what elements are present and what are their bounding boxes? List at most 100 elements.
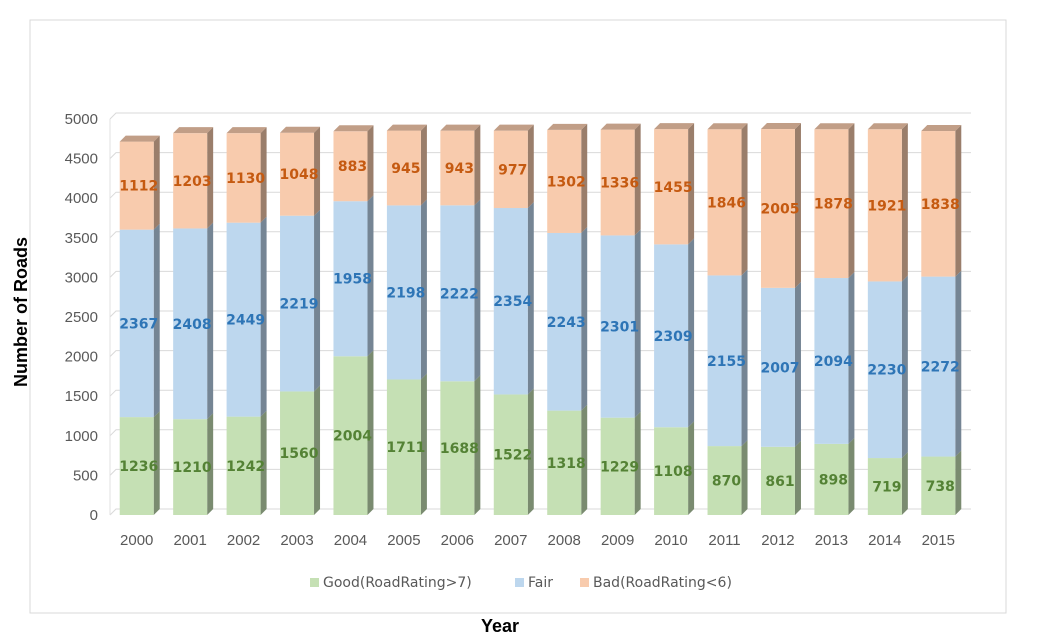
bar-segment [600,417,635,515]
bar-top [386,124,427,131]
bar-segment [760,287,795,447]
bar-segment [547,129,582,233]
y-tick-label: 4000 [65,190,98,207]
x-tick-label: 2004 [334,532,367,549]
x-axis-ticks: 2000 2001 2002 2003 2004 2005 2006 2007 2008 2009… [120,532,955,549]
bar-segment [333,201,368,357]
bar-side [314,209,321,392]
data-label: 2004 [333,429,372,445]
legend-label: Fair [528,575,553,591]
bar-top [440,124,481,131]
data-label: 1455 [654,180,693,196]
bar-segment [386,379,421,515]
bars [119,123,962,515]
bar-segment [173,228,208,420]
data-label: 2230 [867,363,906,379]
data-label: 2243 [547,315,586,331]
bar-side [955,125,962,277]
legend: Good(RoadRating>7) Fair Bad(RoadRating<6) [310,575,732,591]
bar-segment [333,356,368,515]
x-tick-label: 2010 [654,532,687,549]
bar-side [260,127,267,223]
data-label: 977 [498,162,527,178]
bar-segment [867,281,902,459]
bar-side [794,440,801,515]
x-tick-label: 2006 [441,532,474,549]
bar-side [207,222,214,420]
x-tick-label: 2014 [868,532,901,549]
legend-label: Bad(RoadRating<6) [593,575,732,591]
bar-top [760,123,801,130]
bar-segment [921,131,956,277]
bar-side [527,202,534,395]
x-tick-label: 2003 [280,532,313,549]
y-tick-label: 0 [90,507,98,524]
x-tick-label: 2007 [494,532,527,549]
y-tick-label: 500 [73,467,98,484]
bar-side [741,440,748,515]
bar-side [153,411,160,515]
legend-swatch [580,578,589,587]
bar-segment [173,133,208,229]
bar-segment [707,129,742,276]
y-axis-title: Number of Roads [11,237,31,387]
bar-side [420,124,427,206]
data-label: 1336 [600,176,639,192]
bar-side [367,350,374,515]
x-tick-label: 2005 [387,532,420,549]
data-label: 2354 [493,294,532,310]
bar-side [314,126,321,216]
bar-segment [547,410,582,515]
bar-segment [814,278,849,444]
bar-segment [280,132,315,216]
x-tick-label: 2000 [120,532,153,549]
data-label: 1242 [226,459,265,475]
bar-segment [547,232,582,411]
data-label: 1130 [226,171,265,187]
bar-top [600,123,641,130]
data-labels: 1236 2367 1112 1210 2408 1203 1242 2449 1130 1560… [119,159,960,495]
bar-side [901,275,908,459]
bar-segment [600,129,635,236]
data-label: 2005 [760,201,799,217]
bar-side [741,123,748,276]
bar-top [173,127,214,134]
data-label: 2309 [654,329,693,345]
data-label: 1688 [440,441,479,457]
x-tick-label: 2001 [173,532,206,549]
data-label: 870 [712,474,741,490]
bar-top [814,123,855,130]
bar-segment [119,141,154,230]
bar-top [654,123,695,130]
bar-side [901,452,908,515]
bar-side [527,388,534,515]
bar-segment [921,456,956,515]
bar-segment [707,275,742,447]
bar-segment [440,130,475,206]
data-label: 2007 [760,360,799,376]
y-tick-label: 5000 [65,111,98,128]
y-tick-label: 2500 [65,309,98,326]
x-tick-label: 2009 [601,532,634,549]
bar-top [280,126,321,133]
x-tick-label: 2011 [708,532,740,549]
bar-segment [226,133,261,223]
bar-side [581,226,588,411]
legend-swatch [515,578,524,587]
bar-side [367,195,374,357]
data-label: 2094 [814,354,853,370]
bar-segment [386,130,421,206]
bar-segment [119,229,154,418]
x-tick-label: 2008 [548,532,581,549]
bar-top [333,125,374,132]
bar-segment [226,222,261,417]
bar-top [226,127,267,134]
data-label: 883 [338,159,367,175]
bar-segment [654,427,689,515]
bar-segment [760,129,795,288]
bar-top [707,123,748,130]
y-tick-label: 1000 [65,428,98,445]
bar-segment [493,130,528,209]
bar-segment [867,458,902,515]
data-label: 2408 [173,317,212,333]
